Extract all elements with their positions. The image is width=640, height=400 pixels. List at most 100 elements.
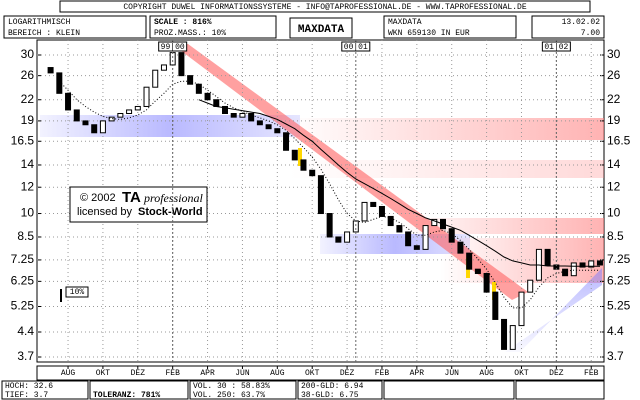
y-tick-label: 10 <box>21 206 35 220</box>
y-tick-label-right: 14 <box>607 157 621 171</box>
y-tick-label-right: 7.25 <box>607 252 631 266</box>
candle <box>344 231 351 243</box>
footer-box <box>383 380 515 400</box>
y-tick-label-right: 10 <box>607 206 621 220</box>
title-box <box>289 17 353 39</box>
x-tick-label: OKT <box>305 369 320 378</box>
candle <box>300 159 307 171</box>
marks <box>47 52 603 350</box>
x-tick-label: JUN <box>235 369 250 378</box>
info-box <box>531 15 605 39</box>
y-tick-label: 30 <box>21 47 35 61</box>
candle <box>562 268 569 277</box>
high: HOCH: 32.6 <box>5 382 53 391</box>
candle <box>422 225 429 250</box>
y-tick-label-right: 4.4 <box>607 324 624 338</box>
year-label-box <box>541 41 571 52</box>
info-box <box>383 15 517 39</box>
downtrend-channel <box>172 44 528 300</box>
range: BEREICH : KLEIN <box>8 29 80 38</box>
info-box <box>149 15 277 39</box>
candle <box>448 228 455 243</box>
watermark-year: © 2002 <box>80 192 116 204</box>
y-tick-label: 16.5 <box>11 133 35 147</box>
wkn: WKN 659130 IN EUR <box>388 29 470 38</box>
y-tick-label: 7.25 <box>11 252 35 266</box>
x-tick-label: APR <box>410 369 425 378</box>
x-tick-label: OKT <box>96 369 111 378</box>
candle <box>169 52 176 66</box>
x-tick-label: AUG <box>479 369 494 378</box>
candle <box>195 83 202 94</box>
candle <box>527 279 534 293</box>
x-tick-label: DEZ <box>131 369 146 378</box>
candle <box>143 86 150 107</box>
candle <box>570 262 577 277</box>
candle <box>274 128 281 134</box>
year-label: 99|00 <box>161 43 185 52</box>
candle <box>317 175 324 215</box>
y-tick-label-right: 16.5 <box>607 133 631 147</box>
candle <box>378 205 385 217</box>
low: TIEF: 3.7 <box>5 391 48 400</box>
candle <box>396 225 403 233</box>
year-label-box <box>341 41 371 52</box>
y-tick-label-right: 19 <box>607 113 621 127</box>
footer-box <box>515 380 605 400</box>
scale-mode: LOGARITHMISCH <box>8 18 71 27</box>
copyright: COPYRIGHT DUWEL INFORMATIONSSYSTEME - IN… <box>123 3 526 12</box>
candle <box>187 75 194 85</box>
candle <box>230 113 237 118</box>
candle <box>501 318 508 350</box>
footer: HOCH: 32.6 TIEF: 3.7 TOLERANZ: 781% VOL.… <box>1 380 605 400</box>
candle <box>483 272 490 293</box>
scale-label: 10% <box>70 288 85 297</box>
gld38: 38-GLD: 6.75 <box>301 391 359 400</box>
year-label: 01|02 <box>544 43 568 52</box>
y-tick-label-right: 30 <box>607 47 621 61</box>
x-tick-label: OKT <box>514 369 529 378</box>
candle <box>291 149 298 161</box>
watermark-licensor: Stock-World <box>138 206 203 218</box>
highlight <box>298 148 302 166</box>
candle <box>47 67 54 74</box>
candle <box>335 236 342 243</box>
candle <box>222 105 228 115</box>
watermark-licensed: licensed by <box>77 206 133 218</box>
candle <box>352 220 359 233</box>
scale: SCALE : 816% <box>154 18 212 27</box>
candle <box>117 113 124 118</box>
y-tick-label-right: 5.25 <box>607 299 631 313</box>
candle <box>239 113 246 118</box>
candle <box>248 113 255 122</box>
candle <box>492 291 499 320</box>
y-tick-label: 4.4 <box>17 324 34 338</box>
y-tick-label: 8.5 <box>17 229 34 243</box>
x-axis-box <box>36 365 605 381</box>
footer-box <box>89 380 189 400</box>
candle <box>457 241 464 254</box>
candle <box>108 116 115 122</box>
candle <box>82 120 89 126</box>
candle <box>474 268 481 274</box>
candle <box>596 260 603 266</box>
date: 13.02.02 <box>562 18 601 27</box>
year-label: 00|01 <box>344 43 368 52</box>
vol250: VOL. 250: 63.7% <box>193 391 265 400</box>
resistance-band <box>290 118 604 140</box>
candle <box>544 248 551 266</box>
footer-box <box>1 380 89 400</box>
candle <box>283 132 290 151</box>
candle <box>413 245 420 250</box>
scale-label-box <box>65 286 89 298</box>
stock-name: MAXDATA <box>388 18 422 27</box>
title: MAXDATA <box>298 24 345 36</box>
y-tick-label: 5.25 <box>11 299 35 313</box>
candle <box>518 291 525 327</box>
y-tick-label: 12 <box>21 179 35 193</box>
candle <box>204 92 211 101</box>
y-tick-label: 19 <box>21 113 35 127</box>
candle <box>309 169 316 177</box>
candle <box>126 109 133 115</box>
